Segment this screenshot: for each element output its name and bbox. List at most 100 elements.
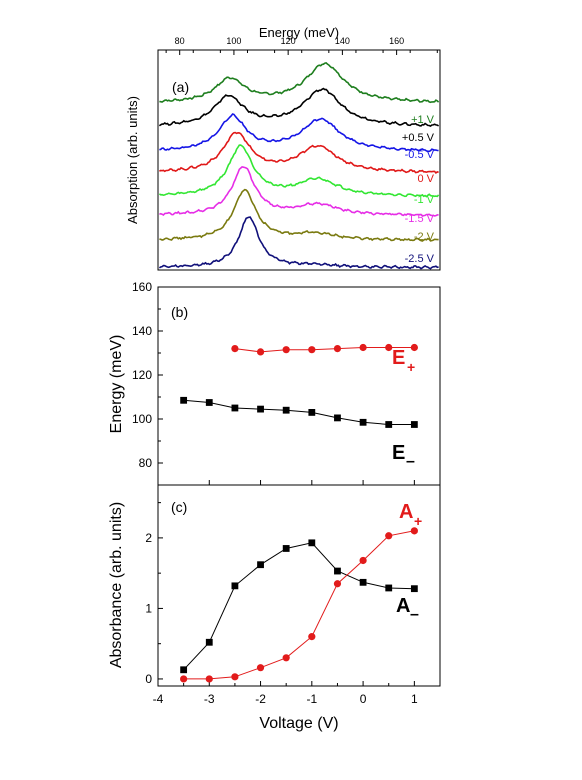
- a-minus-point: [410, 585, 418, 593]
- e-plus-point: [385, 343, 393, 352]
- curve-label: -0.5 V: [405, 149, 435, 161]
- panel-c-data: [180, 527, 418, 683]
- panel-c-xtick-label: 1: [411, 692, 418, 706]
- panel-c-series-label-aminus: A –: [396, 595, 419, 623]
- e-minus-point: [257, 405, 264, 413]
- curve-2Vv: [159, 188, 439, 242]
- panel-a-letter: (a): [172, 79, 189, 95]
- e-minus-subscript: –: [406, 453, 415, 470]
- panel-c-letter: (c): [171, 499, 187, 515]
- e-plus-label: E: [392, 347, 405, 369]
- a-minus-point: [385, 584, 393, 592]
- panel-a: Energy (meV) Absorption (arb. units) (a)…: [125, 25, 441, 271]
- curve-1Vv: [158, 144, 440, 198]
- panel-c-xtick-label: -2: [255, 692, 266, 706]
- a-plus-label: A: [399, 501, 413, 523]
- curve-label: -2 V: [414, 231, 435, 243]
- panel-c-xtick-label: 0: [360, 692, 367, 706]
- panel-a-ylabel: Absorption (arb. units): [125, 96, 140, 224]
- e-minus-point: [385, 421, 393, 428]
- panel-a-xtick-label: 140: [335, 36, 350, 46]
- a-plus-subscript: +: [414, 513, 422, 529]
- panel-b-ytick-label: 100: [132, 412, 152, 426]
- curve-label: -1 V: [414, 194, 435, 206]
- panel-b-ytick-label: 80: [139, 456, 153, 470]
- e-plus-point: [308, 346, 316, 354]
- panel-a-xtick-label: 120: [281, 36, 296, 46]
- a-minus-point: [359, 578, 367, 586]
- e-plus-point: [282, 346, 290, 354]
- panel-b-data: [180, 343, 418, 428]
- panel-a-xtick-label: 100: [226, 36, 241, 46]
- panel-a-xlabel: Energy (meV): [259, 25, 339, 40]
- e-plus-point: [256, 348, 265, 356]
- a-plus-point: [359, 556, 367, 565]
- e-minus-point: [308, 409, 316, 416]
- panel-c: Absorbance (arb. units) Voltage (V) (c) …: [108, 484, 441, 732]
- a-minus-line: [183, 542, 415, 671]
- e-plus-point: [359, 343, 367, 352]
- panel-b: Energy (meV) (b) 80 100 120 140 160 E + E –: [108, 280, 441, 486]
- e-minus-point: [282, 406, 290, 414]
- e-plus-point: [333, 345, 342, 353]
- panel-c-ytick-label: 1: [145, 601, 152, 615]
- panel-b-ticks: 80 100 120 140 160: [132, 280, 415, 485]
- a-plus-point: [256, 664, 265, 672]
- e-minus-line: [183, 399, 415, 425]
- e-minus-point: [231, 404, 239, 412]
- panel-a-xtick-label: 80: [175, 36, 185, 46]
- curve-25Vv: [158, 216, 439, 270]
- a-minus-point: [308, 539, 316, 547]
- a-minus-point: [282, 545, 290, 552]
- a-plus-point: [282, 654, 290, 662]
- curve-0Vv: [159, 131, 439, 174]
- curve-label: +1 V: [411, 114, 435, 126]
- curve-label: -1.5 V: [405, 213, 435, 225]
- e-minus-point: [205, 399, 213, 406]
- panel-c-xtick-label: -1: [306, 692, 317, 706]
- curve-1Vv: [159, 62, 440, 104]
- a-plus-point: [410, 527, 418, 535]
- a-minus-point: [205, 638, 213, 646]
- curve-label: +0.5 V: [402, 132, 435, 144]
- a-plus-point: [333, 580, 342, 588]
- panel-c-ytick-label: 2: [145, 531, 152, 545]
- panel-b-ytick-label: 140: [132, 324, 152, 338]
- a-plus-line: [183, 530, 415, 680]
- curve-05Vv: [159, 113, 439, 153]
- e-plus-line: [234, 347, 415, 353]
- a-minus-point: [231, 582, 239, 590]
- a-minus-point: [257, 561, 264, 569]
- a-minus-subscript: –: [410, 606, 419, 623]
- panel-c-ticks: 0 1 2 -4 -3 -2 -1 0 1: [145, 502, 418, 706]
- panel-c-xlabel: Voltage (V): [259, 715, 338, 732]
- a-plus-point: [385, 532, 393, 540]
- e-minus-point: [359, 418, 367, 426]
- panel-c-ylabel: Absorbance (arb. units): [108, 502, 125, 668]
- curve-05Vv: [158, 87, 440, 128]
- a-plus-point: [231, 673, 239, 681]
- a-plus-point: [205, 675, 213, 683]
- e-minus-point: [334, 414, 341, 422]
- panel-b-letter: (b): [171, 304, 188, 320]
- a-plus-point: [308, 633, 316, 641]
- curve-15Vv: [159, 166, 439, 218]
- e-minus-point: [180, 396, 188, 404]
- panel-b-ytick-label: 120: [132, 368, 152, 382]
- panel-b-series-label-eminus: E –: [392, 442, 415, 470]
- e-plus-point: [410, 343, 418, 352]
- panel-a-xtick-label: 160: [389, 36, 404, 46]
- panel-c-series-label-aplus: A +: [399, 501, 422, 529]
- panel-c-xtick-label: -4: [153, 692, 164, 706]
- curve-label: 0 V: [417, 173, 434, 185]
- panel-b-ylabel: Energy (meV): [108, 335, 125, 434]
- a-plus-point: [180, 675, 188, 683]
- a-minus-point: [180, 666, 188, 674]
- e-plus-subscript: +: [407, 359, 415, 375]
- panel-a-curve-labels: +1 V +0.5 V -0.5 V 0 V -1 V -1.5 V -2 V -2.5 V: [402, 114, 435, 265]
- panel-a-x-ticks: 80 100 120 140 160: [165, 36, 438, 55]
- e-minus-point: [410, 421, 418, 428]
- panel-b-ytick-label: 160: [132, 280, 152, 294]
